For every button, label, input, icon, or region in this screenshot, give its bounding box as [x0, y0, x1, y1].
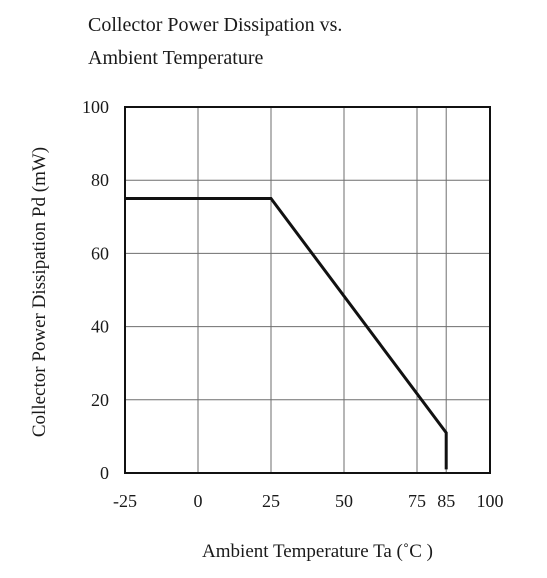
y-tick-label: 60 [91, 243, 109, 263]
x-tick-label: 100 [477, 491, 504, 511]
y-tick-label: 40 [91, 317, 109, 337]
x-tick-label: 75 [408, 491, 426, 511]
y-tick-label: 100 [82, 97, 109, 117]
plot-frame [124, 106, 491, 474]
chart-title-line-2: Ambient Temperature [88, 47, 264, 69]
x-tick-label: 50 [335, 491, 353, 511]
y-tick-label: 80 [91, 170, 109, 190]
series-layer [125, 197, 448, 470]
chart-title-line-1: Collector Power Dissipation vs. [88, 14, 343, 36]
y-tick-label: 20 [91, 390, 109, 410]
x-tick-label: 85 [437, 491, 455, 511]
x-tick-label: 0 [194, 491, 203, 511]
y-axis-label: Collector Power Dissipation Pd (mW) [29, 147, 50, 437]
y-tick-label: 0 [100, 463, 109, 483]
series-line [125, 197, 448, 470]
x-tick-label: -25 [113, 491, 137, 511]
y-tick-labels: 0 20 40 60 80 100 [82, 97, 109, 483]
grid [125, 107, 490, 473]
x-tick-labels: -25 0 25 50 75 85 100 [113, 491, 504, 511]
x-axis-label: Ambient Temperature Ta (˚C ) [202, 541, 433, 562]
x-tick-label: 25 [262, 491, 280, 511]
